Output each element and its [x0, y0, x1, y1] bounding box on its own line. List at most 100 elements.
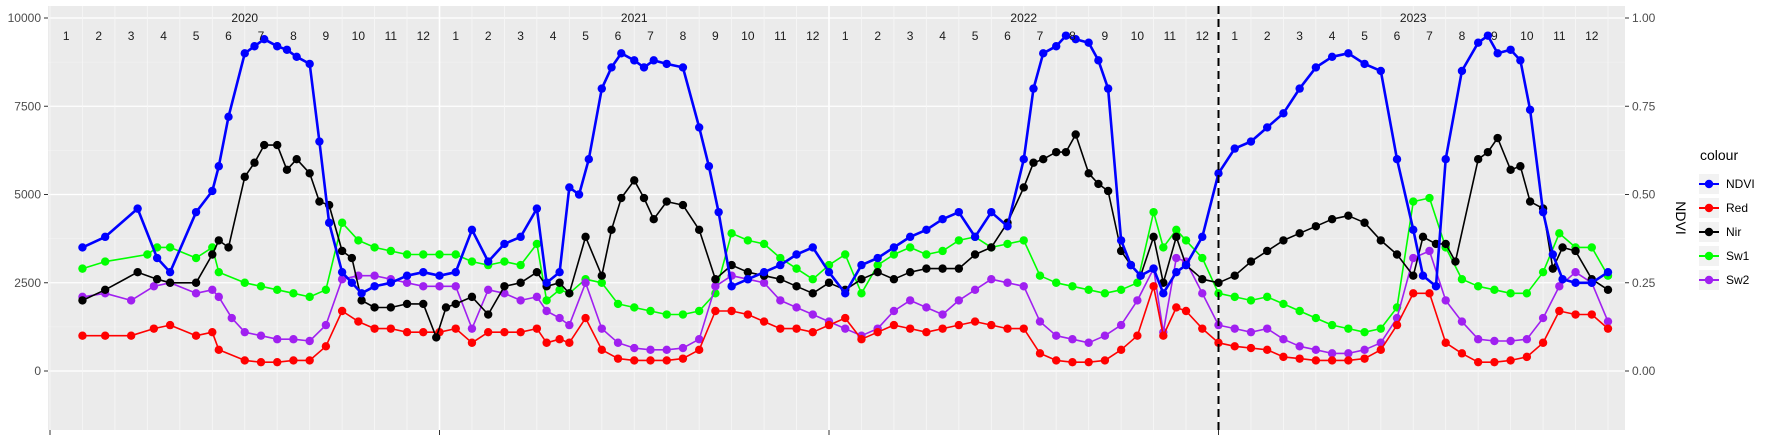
month-label: 10: [352, 29, 366, 43]
data-point: [954, 320, 964, 330]
data-point: [1061, 147, 1071, 157]
data-point: [1451, 257, 1460, 266]
data-point: [694, 123, 704, 132]
data-point: [1360, 59, 1369, 69]
data-point: [743, 275, 753, 284]
data-point: [1198, 324, 1207, 333]
data-point: [1360, 354, 1369, 363]
data-point: [1344, 211, 1353, 220]
data-point: [100, 285, 110, 295]
data-point: [954, 207, 964, 217]
data-point: [1360, 327, 1369, 337]
data-point: [759, 278, 769, 287]
data-point: [532, 324, 542, 333]
data-point: [607, 225, 616, 234]
month-label: 2: [874, 29, 881, 43]
data-point: [435, 271, 444, 280]
month-label: 9: [323, 29, 330, 43]
data-point: [1159, 331, 1168, 340]
data-point: [662, 310, 671, 319]
data-point: [149, 324, 159, 333]
data-point: [565, 338, 574, 347]
data-point: [441, 303, 451, 312]
data-point: [305, 59, 314, 69]
data-point: [1360, 345, 1369, 355]
month-label: 9: [1102, 29, 1109, 43]
data-point: [214, 267, 223, 277]
data-point: [792, 250, 801, 259]
data-point: [970, 285, 980, 295]
data-point: [152, 275, 162, 284]
legend-label: Red: [1726, 201, 1748, 215]
data-point: [1603, 267, 1613, 277]
data-point: [1214, 169, 1223, 178]
y-tick-label: 10000: [8, 11, 42, 25]
data-point: [1418, 271, 1428, 280]
data-point: [1409, 289, 1418, 298]
data-point: [305, 169, 314, 178]
data-point: [1149, 232, 1158, 242]
data-point: [743, 310, 753, 319]
data-point: [542, 306, 551, 316]
data-point: [337, 306, 347, 316]
data-point: [1522, 335, 1532, 344]
data-point: [1376, 236, 1385, 245]
data-point: [240, 356, 249, 365]
data-point: [1084, 338, 1093, 347]
data-point: [467, 257, 477, 266]
series-red: [78, 282, 1613, 367]
month-label: 4: [550, 29, 557, 43]
data-point: [581, 313, 590, 323]
month-label: 5: [193, 29, 200, 43]
legend-key-point: [1704, 275, 1714, 285]
data-point: [532, 267, 542, 277]
data-point: [1262, 345, 1272, 355]
data-point: [1409, 253, 1418, 263]
year-label: 2023: [1400, 11, 1427, 25]
data-point: [532, 292, 542, 302]
data-point: [987, 320, 996, 330]
data-point: [555, 313, 564, 323]
data-point: [305, 356, 314, 365]
data-point: [954, 296, 964, 305]
data-point: [938, 310, 947, 319]
data-point: [292, 155, 301, 164]
data-point: [126, 331, 136, 340]
data-point: [1230, 144, 1239, 153]
data-point: [315, 137, 324, 146]
data-point: [516, 296, 525, 305]
data-point: [532, 204, 542, 213]
data-point: [938, 246, 947, 256]
data-point: [1149, 282, 1158, 291]
month-label: 11: [1164, 29, 1177, 43]
data-point: [133, 267, 142, 277]
data-point: [889, 275, 899, 284]
data-point: [1084, 357, 1093, 367]
data-point: [905, 232, 915, 242]
data-point: [776, 253, 785, 263]
data-point: [305, 292, 314, 302]
data-point: [694, 225, 704, 234]
data-point: [256, 331, 266, 340]
data-point: [1344, 356, 1353, 365]
data-point: [467, 324, 477, 333]
data-point: [630, 356, 639, 365]
data-point: [273, 42, 282, 51]
y2-tick-label: 0.50: [1632, 188, 1656, 202]
data-point: [321, 342, 331, 351]
data-point: [1071, 34, 1080, 44]
data-point: [1409, 225, 1418, 234]
data-point: [1538, 313, 1548, 323]
data-point: [1555, 306, 1564, 316]
data-point: [1327, 356, 1337, 365]
month-label: 12: [806, 29, 820, 43]
data-point: [970, 232, 980, 242]
data-point: [1149, 264, 1158, 273]
data-point: [467, 225, 477, 234]
year-labels: 2020 2021 2022 2023: [231, 11, 1427, 25]
data-point: [289, 356, 298, 365]
year-label: 2021: [621, 11, 648, 25]
data-point: [1327, 215, 1337, 224]
data-point: [1490, 357, 1499, 367]
data-point: [289, 335, 298, 344]
